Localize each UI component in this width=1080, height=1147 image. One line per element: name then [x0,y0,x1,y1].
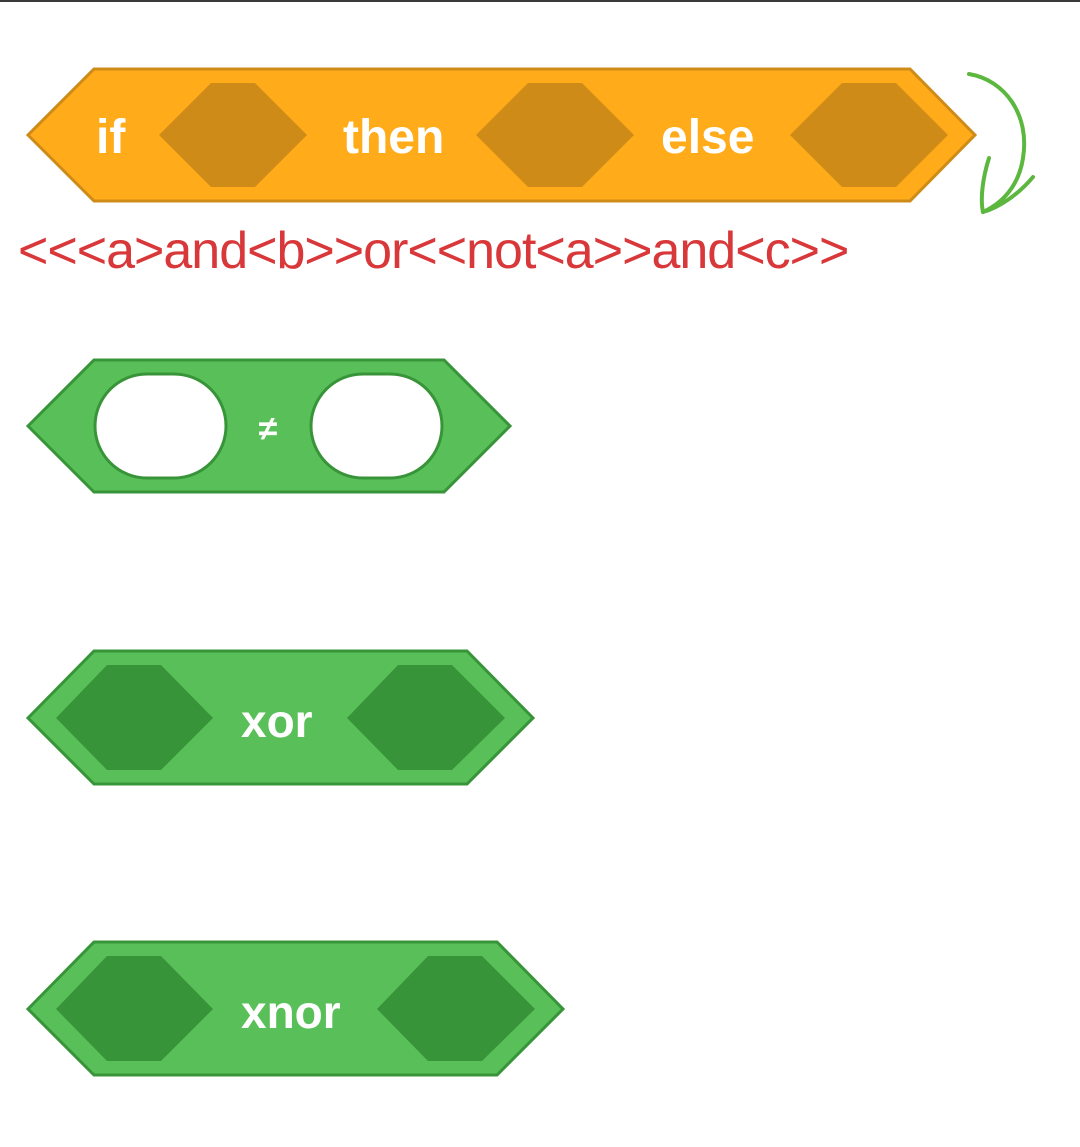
boolean-expression-annotation: <<<a>and<b>>or<<not<a>>and<c>> [18,222,849,280]
right-operand-input[interactable] [309,372,444,480]
top-border [0,0,1080,2]
xor-right-slot[interactable] [347,665,505,770]
curved-arrow-icon [967,72,1035,214]
left-operand-input[interactable] [93,372,228,480]
else-value-slot[interactable] [790,83,948,187]
not-equal-operator: ≠ [259,410,278,448]
xnor-block[interactable]: xnor [25,940,566,1077]
then-label: then [343,111,444,164]
else-label: else [661,111,754,164]
xnor-left-slot[interactable] [56,956,213,1061]
xor-left-slot[interactable] [56,665,213,770]
not-equal-block[interactable]: ≠ [25,358,513,494]
xor-block[interactable]: xor [25,649,536,786]
xor-label: xor [241,695,313,747]
xnor-label: xnor [241,986,341,1038]
then-value-slot[interactable] [476,83,634,187]
if-label: if [96,111,126,164]
xnor-right-slot[interactable] [377,956,535,1061]
if-condition-slot[interactable] [159,83,307,187]
if-then-else-block[interactable]: if then else [25,67,978,203]
